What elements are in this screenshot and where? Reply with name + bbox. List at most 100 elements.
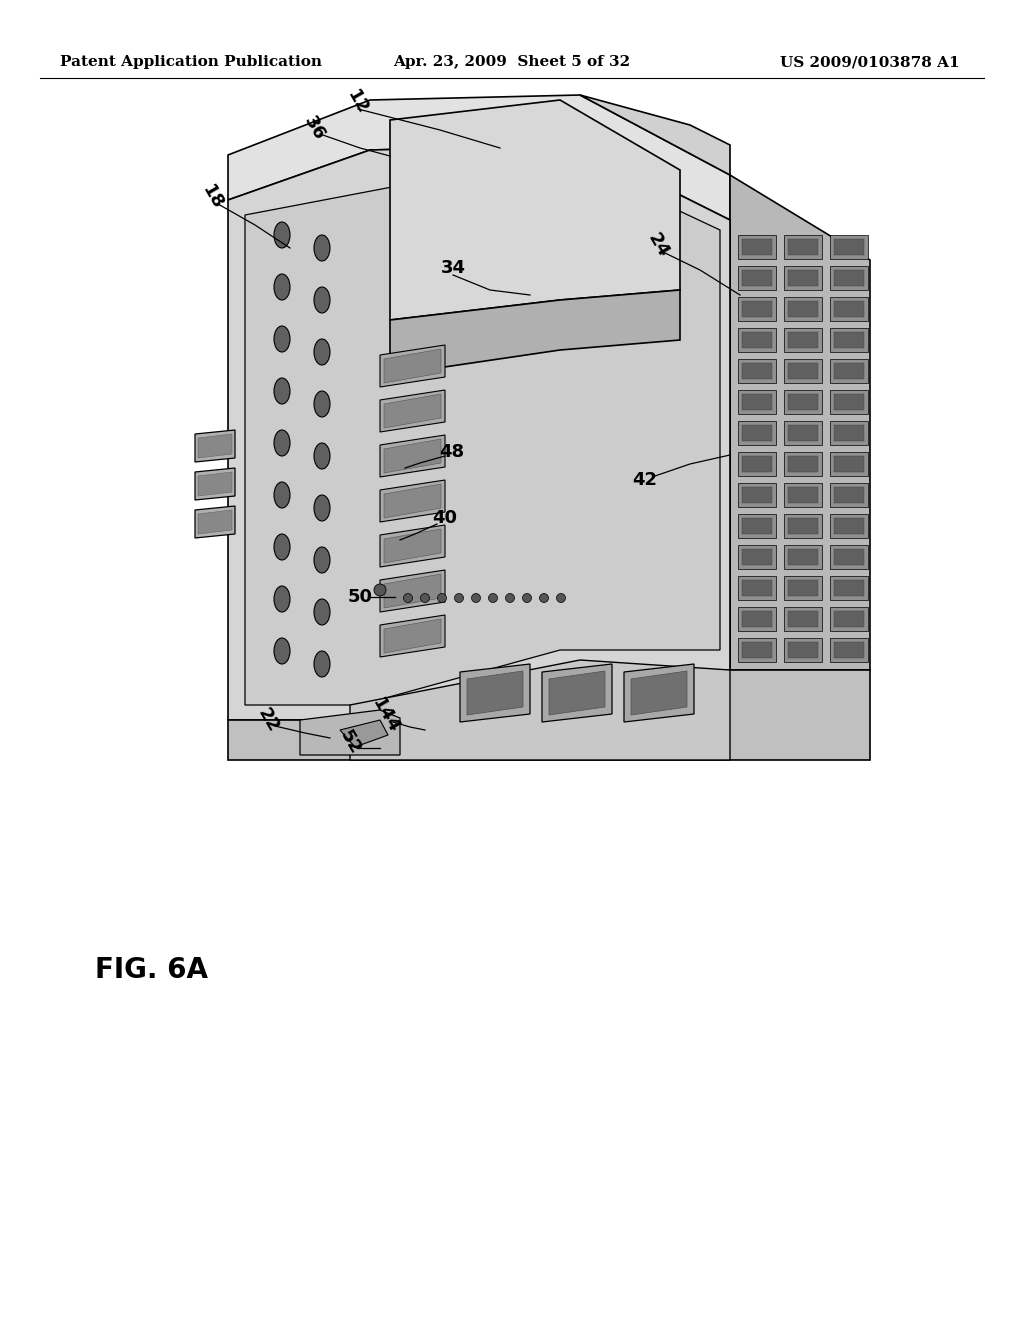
Ellipse shape [488,594,498,602]
Polygon shape [784,421,822,445]
Polygon shape [830,421,868,445]
Polygon shape [830,483,868,507]
Text: Apr. 23, 2009  Sheet 5 of 32: Apr. 23, 2009 Sheet 5 of 32 [393,55,631,69]
Polygon shape [834,549,864,565]
Polygon shape [784,389,822,414]
Polygon shape [834,393,864,411]
Text: 18: 18 [199,182,227,213]
Polygon shape [830,607,868,631]
Polygon shape [390,290,680,375]
Polygon shape [834,642,864,657]
Polygon shape [380,525,445,568]
Ellipse shape [314,495,330,521]
Polygon shape [738,235,776,259]
Polygon shape [834,487,864,503]
Ellipse shape [403,594,413,602]
Polygon shape [830,638,868,663]
Polygon shape [380,480,445,521]
Polygon shape [784,576,822,601]
Ellipse shape [506,594,514,602]
Polygon shape [742,363,772,379]
Polygon shape [784,327,822,352]
Text: 42: 42 [633,471,657,488]
Polygon shape [742,301,772,317]
Polygon shape [738,327,776,352]
Text: 48: 48 [439,444,465,461]
Polygon shape [830,359,868,383]
Polygon shape [384,619,441,653]
Polygon shape [384,484,441,517]
Polygon shape [730,176,870,671]
Polygon shape [228,95,730,220]
Ellipse shape [314,391,330,417]
Polygon shape [738,545,776,569]
Polygon shape [830,576,868,601]
Polygon shape [390,100,680,319]
Polygon shape [380,345,445,387]
Polygon shape [830,545,868,569]
Ellipse shape [314,599,330,624]
Polygon shape [742,517,772,535]
Polygon shape [549,671,605,715]
Polygon shape [742,455,772,473]
Polygon shape [830,235,868,259]
Polygon shape [738,297,776,321]
Text: 34: 34 [440,259,466,277]
Ellipse shape [374,583,386,597]
Polygon shape [784,297,822,321]
Polygon shape [300,710,400,755]
Polygon shape [624,664,694,722]
Polygon shape [738,576,776,601]
Polygon shape [788,363,818,379]
Polygon shape [788,611,818,627]
Polygon shape [788,642,818,657]
Text: US 2009/0103878 A1: US 2009/0103878 A1 [780,55,961,69]
Polygon shape [738,451,776,477]
Polygon shape [788,579,818,597]
Polygon shape [742,549,772,565]
Polygon shape [788,517,818,535]
Polygon shape [788,393,818,411]
Ellipse shape [556,594,565,602]
Text: 22: 22 [254,705,282,735]
Polygon shape [384,348,441,383]
Ellipse shape [437,594,446,602]
Polygon shape [834,425,864,441]
Polygon shape [631,671,687,715]
Polygon shape [788,455,818,473]
Polygon shape [784,483,822,507]
Polygon shape [834,455,864,473]
Text: 40: 40 [432,510,458,527]
Polygon shape [195,430,234,462]
Polygon shape [195,469,234,500]
Polygon shape [738,421,776,445]
Polygon shape [742,271,772,286]
Polygon shape [834,271,864,286]
Polygon shape [340,719,388,747]
Polygon shape [350,660,730,760]
Polygon shape [784,235,822,259]
Polygon shape [738,483,776,507]
Polygon shape [384,574,441,609]
Polygon shape [830,267,868,290]
Polygon shape [830,297,868,321]
Polygon shape [788,271,818,286]
Polygon shape [834,333,864,348]
Polygon shape [742,487,772,503]
Polygon shape [738,607,776,631]
Polygon shape [830,389,868,414]
Polygon shape [738,267,776,290]
Polygon shape [742,611,772,627]
Polygon shape [788,487,818,503]
Ellipse shape [274,482,290,508]
Ellipse shape [274,275,290,300]
Polygon shape [742,239,772,255]
Polygon shape [784,267,822,290]
Polygon shape [228,145,730,719]
Polygon shape [788,239,818,255]
Polygon shape [784,638,822,663]
Polygon shape [228,671,870,760]
Ellipse shape [314,286,330,313]
Text: 144: 144 [369,696,403,737]
Polygon shape [742,333,772,348]
